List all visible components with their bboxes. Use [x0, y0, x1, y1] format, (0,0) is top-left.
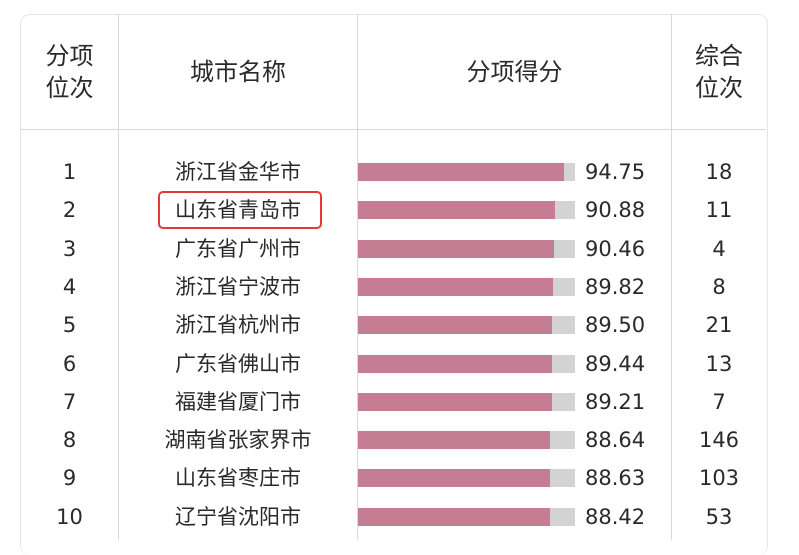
score-value: 88.64 [585, 428, 646, 453]
overall-rank-cell: 103 [698, 466, 740, 491]
header-rank: 分项 位次 [21, 22, 118, 122]
header-divider [21, 129, 766, 130]
score-value: 94.75 [585, 160, 646, 184]
rank-cell: 5 [62, 313, 77, 338]
score-bar [358, 316, 553, 335]
rank-cell: 6 [62, 351, 77, 376]
score-value: 89.50 [585, 313, 646, 338]
rank-cell: 3 [62, 236, 77, 261]
rank-cell: 10 [56, 504, 83, 529]
overall-rank-cell: 7 [712, 389, 726, 414]
header-score-label: 分项得分 [466, 58, 563, 86]
city-cell: 浙江省金华市 [175, 160, 301, 184]
header-overall-line1: 综合 [695, 42, 743, 70]
header-overall-line2: 位次 [695, 74, 743, 102]
city-cell: 浙江省宁波市 [175, 274, 301, 299]
score-bar [358, 507, 550, 526]
score-value: 88.42 [585, 504, 646, 529]
header-rank-line2: 位次 [45, 74, 94, 102]
overall-rank-cell: 18 [705, 160, 733, 184]
score-bar [358, 392, 552, 411]
city-cell: 山东省枣庄市 [175, 466, 301, 491]
header-rank-line1: 分项 [45, 42, 94, 70]
score-value: 90.88 [585, 198, 646, 223]
header-city: 城市名称 [119, 22, 357, 122]
rank-cell: 4 [62, 274, 77, 299]
city-cell: 湖南省张家界市 [164, 428, 312, 453]
score-value: 89.21 [585, 389, 646, 414]
score-bar [358, 277, 553, 296]
rank-cell: 1 [62, 160, 77, 184]
rank-cell: 8 [62, 428, 77, 453]
score-bar [358, 469, 551, 488]
city-cell: 辽宁省沈阳市 [175, 504, 301, 529]
score-value: 89.82 [585, 274, 646, 299]
rank-cell: 7 [62, 389, 77, 414]
score-bar [358, 201, 556, 220]
overall-rank-cell: 21 [705, 313, 733, 338]
overall-rank-cell: 11 [705, 198, 733, 223]
score-value: 89.44 [585, 351, 646, 376]
column-divider [118, 14, 119, 540]
city-cell: 广东省佛山市 [175, 351, 301, 376]
column-divider [357, 14, 358, 540]
overall-rank-cell: 146 [698, 428, 740, 453]
overall-rank-cell: 13 [705, 351, 733, 376]
rank-cell: 2 [62, 198, 77, 223]
city-cell: 山东省青岛市 [175, 198, 301, 223]
score-value: 88.63 [585, 466, 646, 491]
score-bar [358, 354, 553, 373]
score-value: 90.46 [585, 236, 646, 261]
score-bar [358, 239, 555, 258]
score-bar [358, 163, 564, 181]
header-city-label: 城市名称 [190, 58, 286, 86]
city-cell: 浙江省杭州市 [175, 313, 301, 338]
header-score: 分项得分 [358, 22, 671, 122]
city-cell: 广东省广州市 [175, 236, 301, 261]
rank-cell: 9 [62, 466, 77, 491]
overall-rank-cell: 4 [712, 236, 726, 261]
column-divider [671, 14, 672, 540]
city-cell: 福建省厦门市 [175, 389, 301, 414]
overall-rank-cell: 53 [705, 504, 733, 529]
score-bar [358, 431, 551, 450]
header-overall-rank: 综合 位次 [672, 22, 766, 122]
highlight-box [158, 191, 322, 230]
overall-rank-cell: 8 [712, 274, 726, 299]
